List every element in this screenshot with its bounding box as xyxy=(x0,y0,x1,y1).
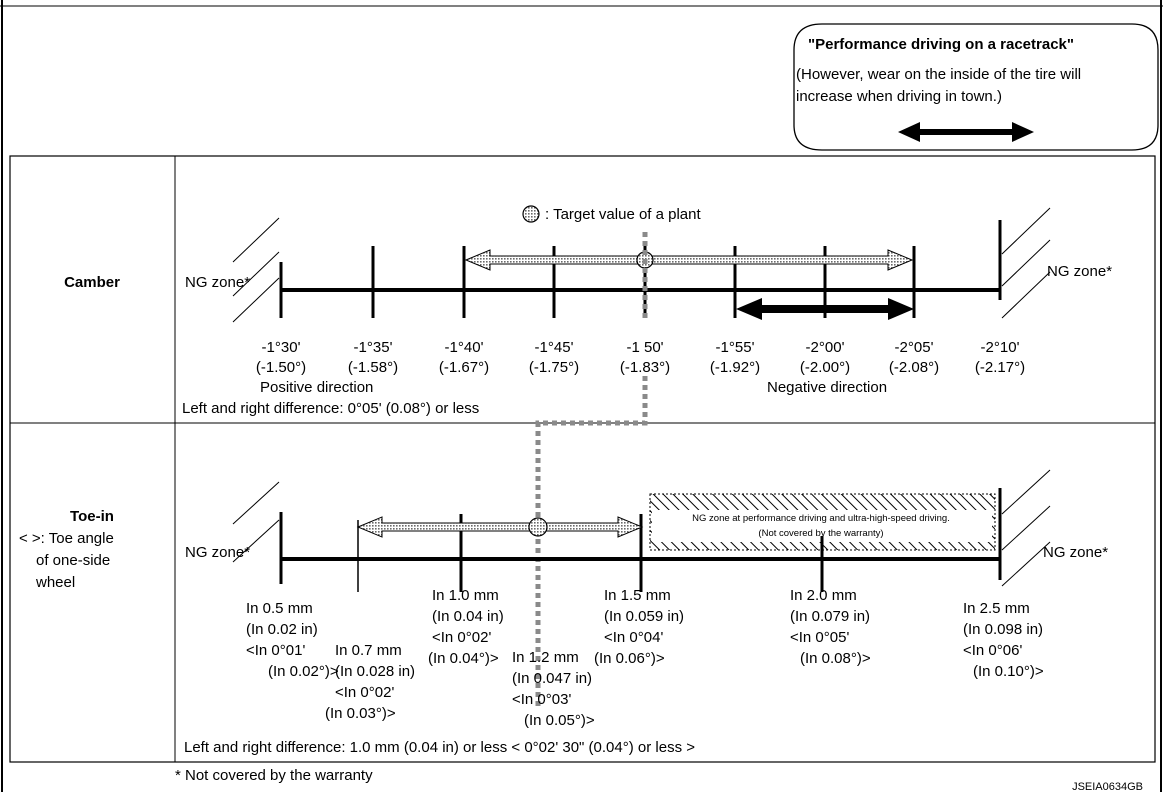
camber-tick-label-decimal: (-1.67°) xyxy=(439,359,489,376)
toe-in-legend-line2: of one-side xyxy=(36,552,110,569)
camber-tick-label-degrees: -1°30' xyxy=(262,339,301,356)
camber-tick-label-degrees: -2°10' xyxy=(981,339,1020,356)
toe-in-ng-zone-left: NG zone* xyxy=(185,544,250,561)
toe-in-tick-label-angle: <In 0°04' xyxy=(604,629,663,646)
target-legend-marker xyxy=(522,205,540,223)
camber-negative-direction: Negative direction xyxy=(767,379,887,396)
camber-tick-label-degrees: -1°35' xyxy=(354,339,393,356)
toe-in-lr-difference: Left and right difference: 1.0 mm (0.04 … xyxy=(184,739,695,756)
toe-in-target-marker xyxy=(528,517,548,537)
camber-lr-difference: Left and right difference: 0°05' (0.08°)… xyxy=(182,400,479,417)
performance-box-title: "Performance driving on a racetrack" xyxy=(808,36,1074,53)
camber-tick-label-decimal: (-2.08°) xyxy=(889,359,939,376)
toe-in-tick-label-mm: In 1.5 mm xyxy=(604,587,671,604)
toe-in-tick-label-inch: (In 0.047 in) xyxy=(512,670,592,687)
toe-in-tick-label-mm: In 0.5 mm xyxy=(246,600,313,617)
performance-box-arrowhead-right xyxy=(1012,122,1034,142)
camber-tick-label-degrees: -1°55' xyxy=(716,339,755,356)
toe-in-tick-label-angle-decimal: (In 0.08°)> xyxy=(800,650,871,667)
camber-tick-label-decimal: (-1.92°) xyxy=(710,359,760,376)
toe-in-tick-label-angle: <In 0°02' xyxy=(335,684,394,701)
camber-ng-zone-right: NG zone* xyxy=(1047,263,1112,280)
toe-in-ng-wall-left xyxy=(232,481,283,584)
toe-in-tick-label-angle: <In 0°01' xyxy=(246,642,305,659)
toe-in-row-label: Toe-in xyxy=(70,508,114,525)
camber-tick-label-decimal: (-1.58°) xyxy=(348,359,398,376)
toe-in-tick-label-angle-decimal: (In 0.05°)> xyxy=(524,712,595,729)
camber-tick-label-decimal: (-1.83°) xyxy=(620,359,670,376)
toe-in-tick-label-angle-decimal: (In 0.02°)> xyxy=(268,663,339,680)
camber-target-range-arrow xyxy=(464,249,914,271)
camber-tick-label-degrees: -2°00' xyxy=(806,339,845,356)
performance-box-note-line2: increase when driving in town.) xyxy=(796,88,1002,105)
camber-tick-label-decimal: (-2.17°) xyxy=(975,359,1025,376)
toe-in-tick-label-angle: <In 0°05' xyxy=(790,629,849,646)
toe-in-tick-label-angle-decimal: (In 0.03°)> xyxy=(325,705,396,722)
footnote: * Not covered by the warranty xyxy=(175,767,373,784)
toe-in-target-range-arrow xyxy=(356,516,644,538)
camber-tick-label-degrees: -1°45' xyxy=(535,339,574,356)
toe-in-tick-label-inch: (In 0.028 in) xyxy=(335,663,415,680)
performance-box-arrowhead-left xyxy=(898,122,920,142)
toe-in-tick-label-inch: (In 0.04 in) xyxy=(432,608,504,625)
camber-row-label: Camber xyxy=(64,274,120,291)
camber-tick-label-decimal: (-1.50°) xyxy=(256,359,306,376)
figure-id: JSEIA0634GB xyxy=(1072,781,1143,792)
toe-in-tick-label-mm: In 2.5 mm xyxy=(963,600,1030,617)
toe-in-tick-label-angle: <In 0°02' xyxy=(432,629,491,646)
toe-in-tick-label-mm: In 1.0 mm xyxy=(432,587,499,604)
camber-tick-label-decimal: (-2.00°) xyxy=(800,359,850,376)
camber-tick-label-decimal: (-1.75°) xyxy=(529,359,579,376)
toe-in-tick-label-angle: <In 0°03' xyxy=(512,691,571,708)
camber-negative-range-arrow xyxy=(736,298,914,320)
ng-performance-line2: (Not covered by the warranty) xyxy=(758,528,883,539)
performance-driving-box: "Performance driving on a racetrack" (Ho… xyxy=(793,23,1159,151)
toe-in-tick-label-angle-decimal: (In 0.06°)> xyxy=(594,650,665,667)
performance-box-note-line1: (However, wear on the inside of the tire… xyxy=(796,66,1081,83)
toe-in-tick-label-inch: (In 0.098 in) xyxy=(963,621,1043,638)
toe-in-tick-label-angle: <In 0°06' xyxy=(963,642,1022,659)
toe-in-tick-label-inch: (In 0.02 in) xyxy=(246,621,318,638)
toe-in-tick-label-inch: (In 0.059 in) xyxy=(604,608,684,625)
toe-in-legend-line1: < >: Toe angle xyxy=(19,530,114,547)
camber-positive-direction: Positive direction xyxy=(260,379,373,396)
toe-in-legend-line3: wheel xyxy=(35,574,75,591)
toe-in-ng-wall-right xyxy=(998,469,1051,587)
toe-in-tick-label-inch: (In 0.079 in) xyxy=(790,608,870,625)
camber-ng-zone-left: NG zone* xyxy=(185,274,250,291)
ng-performance-line1: NG zone at performance driving and ultra… xyxy=(692,513,950,524)
camber-tick-label-degrees: -2°05' xyxy=(895,339,934,356)
target-connector-dotted xyxy=(535,232,648,710)
toe-in-tick-label-mm: In 0.7 mm xyxy=(335,642,402,659)
camber-ng-wall-right xyxy=(998,207,1051,319)
camber-ng-wall-left xyxy=(232,217,283,323)
toe-in-tick-label-mm: In 1.2 mm xyxy=(512,649,579,666)
toe-in-ng-zone-right: NG zone* xyxy=(1043,544,1108,561)
toe-in-tick-label-angle-decimal: (In 0.04°)> xyxy=(428,650,499,667)
target-legend-label: : Target value of a plant xyxy=(545,206,701,223)
camber-tick-label-degrees: -1 50' xyxy=(626,339,663,356)
toe-in-tick-label-angle-decimal: (In 0.10°)> xyxy=(973,663,1044,680)
camber-tick-label-degrees: -1°40' xyxy=(445,339,484,356)
toe-in-tick-label-mm: In 2.0 mm xyxy=(790,587,857,604)
